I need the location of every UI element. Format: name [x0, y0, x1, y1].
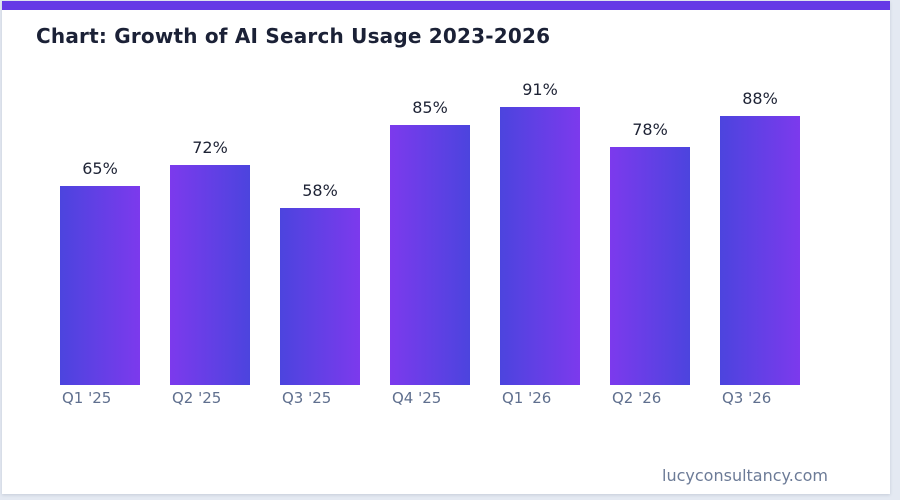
- x-axis-label: Q3 '25: [282, 389, 332, 407]
- footer-watermark: lucyconsultancy.com: [662, 466, 828, 485]
- x-axis-label: Q3 '26: [722, 389, 772, 407]
- bar-chart: 65% Q1 '25 72% Q2 '25 58% Q3 '25 85% Q4 '25 91% Q…: [2, 1, 890, 494]
- x-axis-label: Q1 '26: [502, 389, 552, 407]
- bar: [610, 147, 690, 385]
- x-axis-label: Q2 '25: [172, 389, 222, 407]
- bar-value-label: 72%: [192, 138, 228, 157]
- bar: [280, 208, 360, 385]
- bar: [60, 186, 140, 385]
- accent-bar: [2, 1, 890, 10]
- bar-value-label: 88%: [742, 89, 778, 108]
- bar-value-label: 78%: [632, 120, 668, 139]
- x-axis-label: Q1 '25: [62, 389, 112, 407]
- bar-value-label: 58%: [302, 181, 338, 200]
- x-axis-label: Q2 '26: [612, 389, 662, 407]
- bar-value-label: 65%: [82, 159, 118, 178]
- x-axis-label: Q4 '25: [392, 389, 442, 407]
- bar-value-label: 91%: [522, 80, 558, 99]
- bar: [390, 125, 470, 385]
- bar: [720, 116, 800, 385]
- bar-value-label: 85%: [412, 98, 448, 117]
- bar: [500, 107, 580, 385]
- chart-card: Chart: Growth of AI Search Usage 2023-20…: [2, 1, 890, 494]
- chart-title: Chart: Growth of AI Search Usage 2023-20…: [36, 24, 551, 48]
- bar: [170, 165, 250, 385]
